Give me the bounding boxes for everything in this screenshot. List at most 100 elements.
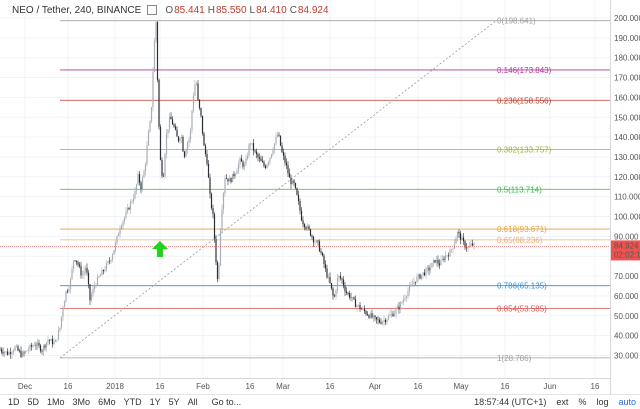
candle-body bbox=[440, 260, 442, 266]
candle-body bbox=[360, 309, 363, 310]
candle-body bbox=[21, 352, 24, 357]
candle-body bbox=[60, 316, 63, 328]
candle-body bbox=[327, 276, 330, 278]
candle-body bbox=[77, 262, 79, 265]
candle-body bbox=[162, 175, 165, 177]
candle-body bbox=[18, 350, 21, 352]
time-axis-area[interactable] bbox=[0, 378, 610, 395]
timeframe-3mo[interactable]: 3Mo bbox=[72, 397, 91, 407]
bottom-toolbar: 1D 5D 1Mo 3Mo 6Mo YTD 1Y 5Y All Go to...… bbox=[0, 394, 640, 409]
candle-body bbox=[93, 285, 96, 289]
candle-body bbox=[386, 319, 388, 323]
clock-time[interactable]: 18:57:44 (UTC+1) bbox=[474, 397, 547, 407]
candle-body bbox=[68, 288, 70, 292]
fib-level-label: 0.618(93.671) bbox=[497, 225, 547, 234]
candle-body bbox=[242, 161, 244, 167]
candle-body bbox=[249, 143, 252, 145]
candle-body bbox=[257, 154, 259, 158]
candle-body bbox=[251, 143, 253, 144]
candle-body bbox=[431, 262, 433, 268]
ext-toggle[interactable]: ext bbox=[556, 397, 569, 407]
candle-body bbox=[416, 276, 418, 283]
candle-body bbox=[282, 152, 285, 156]
close-label: C bbox=[289, 4, 297, 16]
price-tick-label: 180.000 bbox=[614, 54, 640, 63]
timeframe-1d[interactable]: 1D bbox=[8, 397, 20, 407]
candle-body bbox=[291, 180, 294, 185]
candle-body bbox=[26, 350, 28, 352]
fib-retracement[interactable]: 0(198.641) 0.146(173.843) 0.236(158.556) 0.… bbox=[60, 17, 610, 363]
candle-body bbox=[224, 178, 226, 194]
candle-body bbox=[6, 351, 9, 355]
goto-button[interactable]: Go to... bbox=[211, 397, 242, 407]
candle-body bbox=[230, 178, 232, 183]
candle-body bbox=[350, 297, 352, 298]
candle-body bbox=[332, 288, 334, 296]
log-toggle[interactable]: log bbox=[596, 397, 609, 407]
candle-body bbox=[413, 281, 415, 284]
low-value: 84.410 bbox=[256, 4, 287, 16]
time-tick-label: 2018 bbox=[106, 382, 124, 391]
candle-body bbox=[335, 290, 337, 297]
fib-level-label: 0.786(65.135) bbox=[497, 282, 547, 291]
candle-body bbox=[467, 247, 469, 249]
candle-body bbox=[50, 338, 52, 341]
candle-body bbox=[179, 138, 181, 142]
price-tick-label: 100.000 bbox=[614, 213, 640, 222]
candle-body bbox=[125, 211, 127, 218]
timeframe-1y[interactable]: 1Y bbox=[149, 397, 161, 407]
candle-body bbox=[293, 180, 295, 184]
timeframe-all[interactable]: All bbox=[187, 397, 198, 407]
candle-body bbox=[75, 260, 78, 263]
candle-body bbox=[471, 243, 474, 246]
candle-body bbox=[384, 320, 387, 323]
candle-body bbox=[459, 233, 462, 240]
candle-body bbox=[465, 247, 468, 249]
candle-body bbox=[165, 133, 168, 155]
candle-body bbox=[285, 162, 288, 166]
candle-body bbox=[356, 305, 358, 308]
candle-body bbox=[275, 137, 277, 144]
candle-body bbox=[204, 145, 207, 154]
visibility-checkbox[interactable] bbox=[147, 5, 158, 15]
candle-body bbox=[269, 157, 271, 162]
price-tick-label: 170.000 bbox=[614, 74, 640, 83]
timeframe-ytd[interactable]: YTD bbox=[123, 397, 142, 407]
candle-body bbox=[89, 284, 91, 301]
timeframe-1mo[interactable]: 1Mo bbox=[47, 397, 65, 407]
auto-toggle[interactable]: auto bbox=[618, 397, 636, 407]
candle-body bbox=[273, 143, 276, 151]
candle-body bbox=[449, 249, 451, 257]
candle-body bbox=[126, 207, 129, 212]
time-tick-label: 16 bbox=[326, 382, 335, 391]
candle-body bbox=[344, 285, 346, 292]
symbol-header: NEO / Tether, 240, BINANCE O 85.441 H 85.5… bbox=[0, 0, 640, 20]
timeframe-6mo[interactable]: 6Mo bbox=[98, 397, 116, 407]
candle-body bbox=[12, 350, 15, 353]
candle-body bbox=[366, 314, 369, 316]
candle-body bbox=[371, 313, 373, 318]
price-axis-area[interactable] bbox=[610, 0, 640, 394]
candle-body bbox=[426, 267, 429, 269]
candle-body bbox=[180, 136, 183, 139]
candle-body bbox=[182, 136, 184, 152]
candle-body bbox=[9, 352, 12, 355]
candle-body bbox=[258, 157, 261, 159]
timeframe-5d[interactable]: 5D bbox=[27, 397, 40, 407]
fib-level-label: 1(28.786) bbox=[497, 354, 532, 363]
candle-body bbox=[0, 349, 3, 352]
percent-toggle[interactable]: % bbox=[578, 397, 587, 407]
candle-body bbox=[464, 241, 466, 248]
candle-body bbox=[468, 245, 471, 248]
candle-body bbox=[111, 254, 114, 260]
timeframe-5y[interactable]: 5Y bbox=[168, 397, 180, 407]
close-value: 84.924 bbox=[297, 4, 329, 16]
candle-body bbox=[288, 173, 291, 178]
candle-body bbox=[45, 342, 48, 348]
candle-body bbox=[309, 229, 312, 236]
time-scale[interactable]: Dec 16 2018 16 Feb 16 Mar 16 Apr 16 May 16 Jun 16 bbox=[18, 382, 600, 391]
candle-body bbox=[362, 308, 364, 310]
candle-body bbox=[42, 345, 45, 352]
candle-body bbox=[2, 351, 4, 354]
